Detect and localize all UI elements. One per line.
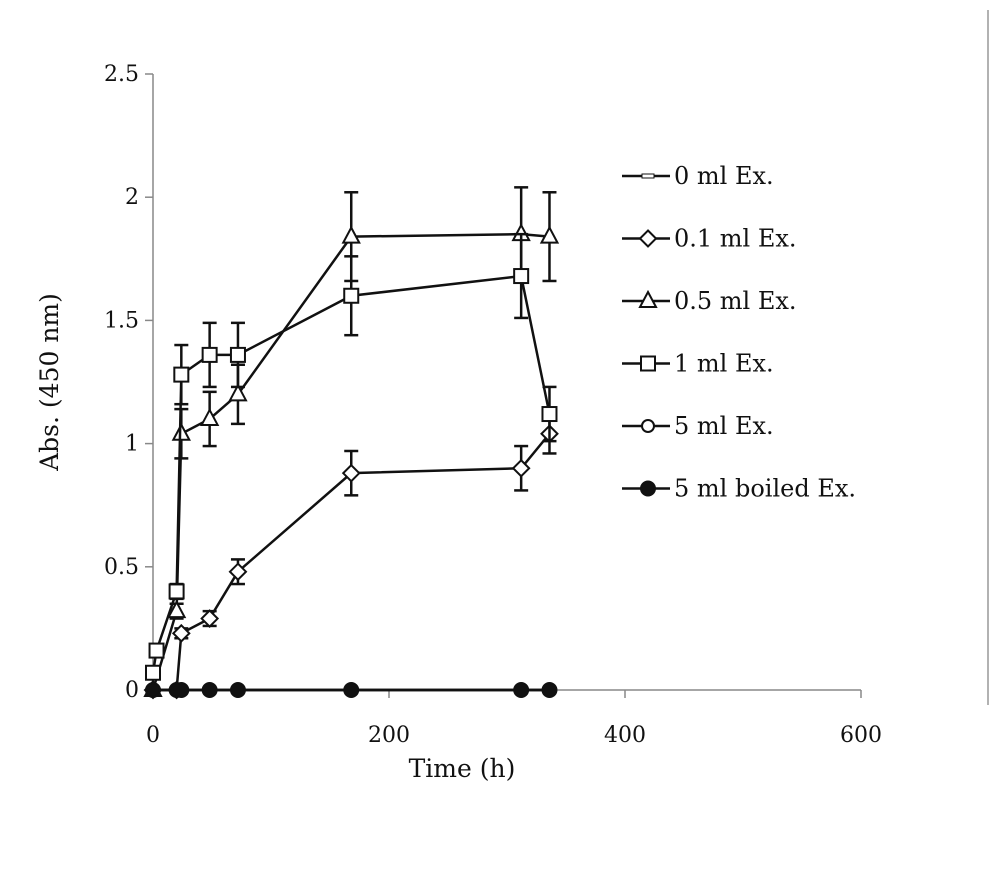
data-point xyxy=(173,366,190,383)
legend-item: 5 ml boiled Ex. xyxy=(622,475,856,503)
data-point xyxy=(171,422,191,441)
x-tick-label: 0 xyxy=(146,723,160,748)
series-1 xyxy=(143,412,559,700)
legend-marker xyxy=(641,173,655,179)
data-point xyxy=(228,562,248,582)
legend-label: 0.1 ml Ex. xyxy=(674,225,797,253)
data-point xyxy=(229,346,246,363)
legend-marker xyxy=(640,355,656,372)
data-point xyxy=(513,682,530,698)
data-point xyxy=(173,682,190,698)
legend-item: 0.1 ml Ex. xyxy=(622,225,797,253)
legend-marker xyxy=(638,289,658,308)
series-5 xyxy=(145,682,558,698)
data-point xyxy=(229,682,246,698)
legend-marker xyxy=(640,480,656,497)
data-point xyxy=(341,225,361,244)
y-tick-label: 2.5 xyxy=(104,62,139,87)
series-group xyxy=(143,186,560,700)
data-point xyxy=(341,463,361,483)
data-point xyxy=(343,287,360,304)
data-point xyxy=(541,406,558,423)
data-point xyxy=(200,609,220,628)
axes: 0 0.5 1 1.5 2 2.5 0 200 400 600 xyxy=(104,62,882,748)
legend-item: 5 ml Ex. xyxy=(622,412,774,440)
data-point xyxy=(201,346,218,363)
series-line xyxy=(153,432,551,692)
data-point xyxy=(171,623,191,643)
data-point xyxy=(199,407,220,426)
data-point xyxy=(513,268,530,285)
data-point xyxy=(511,458,531,478)
legend-item: 0.5 ml Ex. xyxy=(622,287,797,315)
x-tick-label: 600 xyxy=(840,723,882,748)
data-point xyxy=(541,682,558,698)
y-tick-label: 0 xyxy=(125,678,139,703)
legend: 0 ml Ex. 0.1 ml Ex. 0.5 ml Ex. 1 ml Ex. 5 ml… xyxy=(622,162,856,503)
series-3 xyxy=(145,232,558,681)
y-axis-label: Abs. (450 nm) xyxy=(35,293,64,472)
data-point xyxy=(148,642,165,659)
data-point xyxy=(168,583,185,600)
data-point xyxy=(145,664,161,681)
legend-marker xyxy=(638,229,658,248)
data-point xyxy=(145,682,161,698)
x-tick-label: 200 xyxy=(368,723,410,748)
legend-label: 1 ml Ex. xyxy=(674,350,774,378)
data-point xyxy=(201,682,218,698)
legend-label: 0 ml Ex. xyxy=(674,162,774,190)
legend-label: 5 ml boiled Ex. xyxy=(674,475,856,503)
data-point xyxy=(166,600,187,619)
legend-item: 0 ml Ex. xyxy=(622,162,774,190)
y-tick-label: 1 xyxy=(125,432,139,457)
data-point xyxy=(343,682,360,698)
x-tick-label: 400 xyxy=(604,723,646,748)
legend-marker xyxy=(641,419,655,433)
legend-label: 5 ml Ex. xyxy=(674,412,774,440)
y-tick-label: 2 xyxy=(125,185,139,210)
data-point xyxy=(228,383,248,402)
data-point xyxy=(539,225,560,244)
x-axis-label: Time (h) xyxy=(409,754,516,783)
legend-item: 1 ml Ex. xyxy=(622,350,774,378)
y-tick-label: 0.5 xyxy=(104,555,139,580)
legend-label: 0.5 ml Ex. xyxy=(674,287,797,315)
y-tick-label: 1.5 xyxy=(104,308,139,333)
